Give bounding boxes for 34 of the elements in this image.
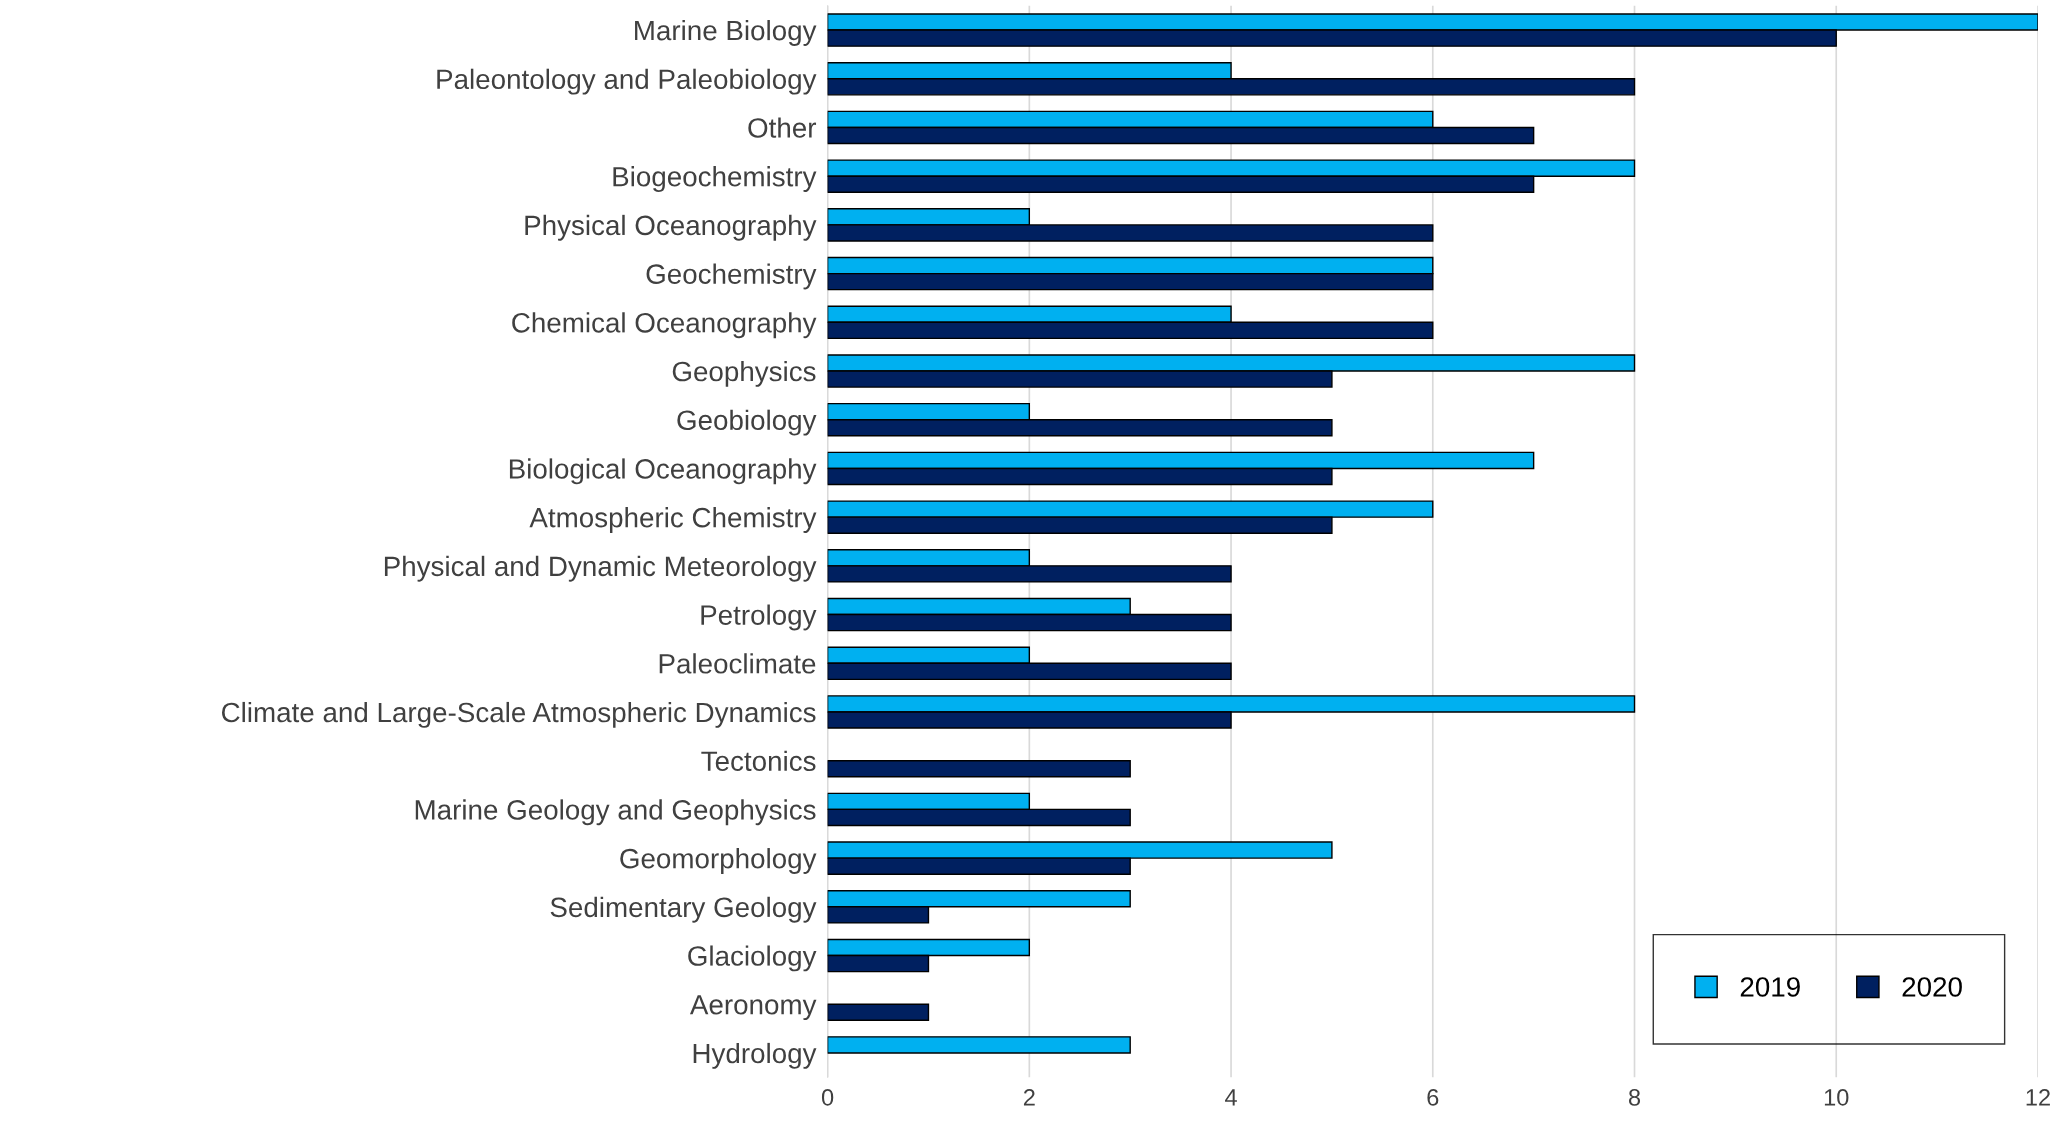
y-tick-label: Paleontology and Paleobiology: [437, 68, 817, 95]
y-tick-label: Sedimentary Geology: [550, 896, 817, 923]
x-tick-label: 12: [2026, 1089, 2050, 1106]
x-tick-label: 6: [1427, 1089, 1439, 1106]
y-tick-label: Marine Biology: [635, 19, 817, 46]
legend-label: 2020: [1902, 977, 1962, 997]
y-tick-label: Geobiology: [677, 409, 817, 436]
y-tick-label: Physical Oceanography: [525, 214, 817, 241]
y-tick-label: Biogeochemistry: [613, 166, 817, 193]
y-tick-label: Hydrology: [693, 1042, 817, 1069]
y-tick-label: Other: [748, 117, 817, 138]
x-tick-label: 2: [1023, 1089, 1035, 1106]
y-tick-label: Petrology: [701, 604, 817, 631]
x-tick-label: 8: [1628, 1089, 1641, 1106]
legend-label: 2019: [1740, 977, 1800, 997]
y-tick-label: Chemical Oceanography: [512, 312, 817, 339]
bar: [827, 759, 1131, 778]
bar: [827, 1003, 930, 1022]
y-tick-label: Climate and Large-Scale Atmospheric Dynamics: [221, 701, 816, 728]
y-tick-label: Geomorphology: [620, 848, 817, 874]
y-tick-label: Tectonics: [701, 750, 816, 772]
x-tick-label: 4: [1225, 1089, 1237, 1106]
y-tick-label: Geophysics: [672, 360, 816, 387]
y-tick-label: Marine Geology and Geophysics: [415, 799, 816, 826]
bar: [827, 1036, 1131, 1054]
x-tick-label: 0: [821, 1089, 834, 1106]
y-tick-label: Paleoclimate: [659, 653, 816, 674]
y-tick-label: Atmospheric Chemistry: [529, 507, 817, 533]
y-tick-label: Glaciology: [688, 945, 817, 972]
x-tick-label: 10: [1824, 1089, 1849, 1106]
y-tick-label: Aeronomy: [689, 995, 817, 1021]
y-tick-label: Biological Oceanography: [509, 458, 817, 485]
y-tick-label: Geochemistry: [646, 263, 817, 290]
y-tick-label: Physical and Dynamic Meteorology: [384, 555, 817, 582]
